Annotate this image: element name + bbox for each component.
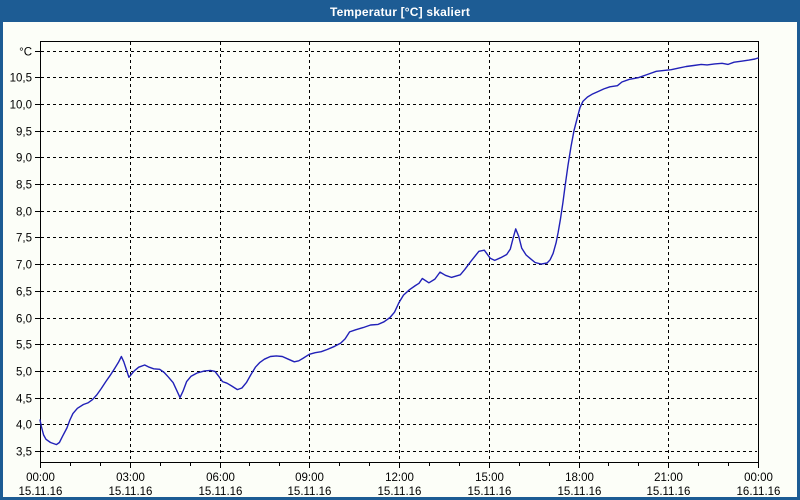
x-tick-date-label: 15.11.16 (288, 486, 332, 498)
x-tick-time-label: 00:00 (26, 472, 55, 484)
plot-border (40, 41, 759, 463)
y-tick-label: 5,5 (16, 340, 32, 352)
y-tick-label: 9,5 (16, 127, 32, 139)
x-tick-time-label: 12:00 (385, 472, 414, 484)
x-tick-time-label: 15:00 (475, 472, 504, 484)
y-tick-label: 4,0 (16, 420, 32, 432)
y-tick-label: 6,0 (16, 314, 32, 326)
y-tick-label: 10,5 (10, 73, 32, 85)
x-tick-date-label: 15.11.16 (468, 486, 512, 498)
x-tick-time-label: 18:00 (565, 472, 594, 484)
x-tick-time-label: 09:00 (295, 472, 324, 484)
axis-ticks (35, 51, 759, 468)
x-axis-labels: 00:00 15.11.16 03:00 15.11.16 06:00 15.11.16 0… (19, 472, 781, 498)
x-tick-date-label: 16.11.16 (737, 486, 781, 498)
x-tick-date-label: 15.11.16 (109, 486, 153, 498)
x-tick-time-label: 06:00 (206, 472, 235, 484)
temperature-chart: 3,5 4,0 4,5 5,0 5,5 6,0 6,5 7,0 7,5 8,0 8,5 9,0 9,5 1… (10, 41, 781, 498)
title-bar: Temperatur [°C] skaliert (3, 3, 797, 22)
x-tick-time-label: 03:00 (116, 472, 145, 484)
x-tick-time-label: 00:00 (744, 472, 773, 484)
x-tick-time-label: 21:00 (654, 472, 683, 484)
y-tick-label: 3,5 (16, 447, 32, 459)
y-tick-label: 10,0 (10, 100, 32, 112)
y-axis-unit-label: °C (19, 47, 32, 59)
y-tick-label: 9,0 (16, 153, 32, 165)
x-tick-date-label: 15.11.16 (19, 486, 63, 498)
y-tick-label: 4,5 (16, 394, 32, 406)
gridlines (41, 42, 757, 461)
chart-area: 3,5 4,0 4,5 5,0 5,5 6,0 6,5 7,0 7,5 8,0 8,5 9,0 9,5 1… (3, 3, 797, 497)
x-tick-date-label: 15.11.16 (647, 486, 691, 498)
y-tick-label: 7,0 (16, 260, 32, 272)
y-tick-label: 5,0 (16, 367, 32, 379)
window-title: Temperatur [°C] skaliert (329, 5, 471, 19)
y-tick-label: 8,0 (16, 207, 32, 219)
y-tick-label: 8,5 (16, 180, 32, 192)
x-tick-date-label: 15.11.16 (378, 486, 422, 498)
y-tick-label: 7,5 (16, 233, 32, 245)
y-axis-labels: 3,5 4,0 4,5 5,0 5,5 6,0 6,5 7,0 7,5 8,0 8,5 9,0 9,5 1… (10, 47, 32, 459)
x-tick-date-label: 15.11.16 (558, 486, 602, 498)
x-tick-date-label: 15.11.16 (199, 486, 243, 498)
y-tick-label: 6,5 (16, 287, 32, 299)
temperature-line (39, 57, 759, 446)
